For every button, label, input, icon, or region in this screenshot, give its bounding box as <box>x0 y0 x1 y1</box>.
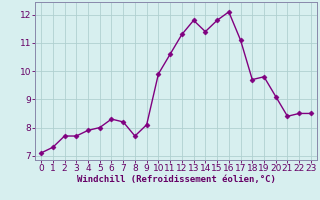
X-axis label: Windchill (Refroidissement éolien,°C): Windchill (Refroidissement éolien,°C) <box>76 175 276 184</box>
